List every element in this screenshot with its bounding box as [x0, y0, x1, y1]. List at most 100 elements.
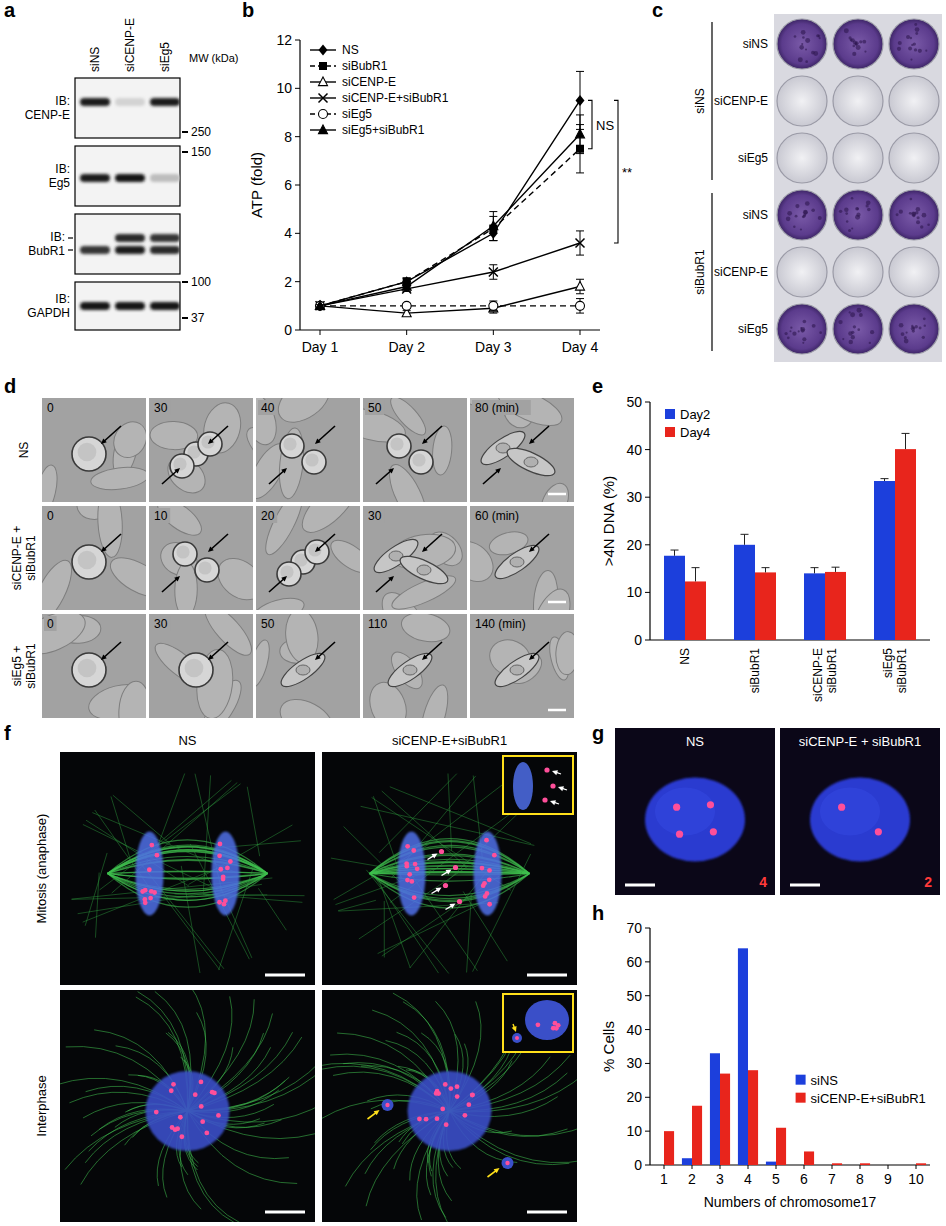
fish-dot [385, 1103, 389, 1107]
time-label: 10 [154, 509, 168, 523]
plot-area [363, 506, 467, 610]
cell-inner [412, 453, 425, 466]
nucleus [510, 557, 524, 567]
error-bar [832, 567, 840, 572]
colony [916, 207, 921, 212]
colony [923, 317, 926, 320]
legend-label: Day4 [680, 425, 710, 440]
fish-dot [228, 859, 233, 864]
bar [825, 572, 846, 640]
time-label: 110 [368, 617, 387, 631]
x-tick [320, 330, 321, 335]
label-line: siEg5 + [10, 646, 24, 686]
label-ground [44, 616, 57, 631]
arrow-head [529, 438, 535, 444]
colony [856, 213, 860, 217]
time-label: 30 [368, 509, 382, 523]
well [833, 19, 883, 69]
spindle [370, 874, 530, 882]
colony [897, 47, 901, 51]
cell-inner [176, 545, 189, 558]
fish-dot [143, 900, 148, 905]
bar [832, 1163, 842, 1165]
colony [864, 50, 866, 52]
colony [914, 23, 917, 26]
colony [805, 48, 807, 50]
bar [720, 1074, 730, 1165]
well [777, 304, 827, 354]
colony [922, 336, 925, 339]
time-label: 60 (min) [475, 509, 519, 523]
fish-dot [407, 872, 412, 877]
colony [920, 225, 923, 228]
x-tick-label: Day 4 [562, 339, 599, 355]
band [150, 98, 180, 106]
error-bar [881, 479, 889, 481]
colony [906, 332, 908, 334]
group-bracket [711, 22, 712, 180]
legend-label: siCENP-E+siBubR1 [811, 1091, 926, 1106]
x-tick [804, 1165, 805, 1169]
mw-tick [182, 131, 188, 133]
y-tick [645, 544, 650, 545]
point [402, 282, 411, 291]
arrow [269, 470, 285, 484]
mw-title: MW (kDa) [189, 52, 239, 64]
colony [805, 38, 810, 43]
fish-dot [875, 828, 882, 835]
fish-dot [673, 804, 680, 811]
colony [838, 320, 842, 324]
band [115, 98, 145, 106]
inset [503, 994, 573, 1052]
colony [848, 331, 852, 335]
plot-area [149, 506, 253, 610]
colony [794, 35, 797, 38]
y-tick [295, 185, 300, 186]
y-tick-label: 10 [276, 80, 292, 96]
label-line: siCENP-E+siBubR1 [392, 733, 507, 748]
fish-dot [175, 1126, 180, 1131]
x-tick [580, 330, 581, 335]
band [80, 246, 110, 254]
label-line: BubR1 [28, 244, 65, 258]
label-line: siCENP-E [811, 648, 825, 702]
y-tick-label: 6 [284, 177, 292, 193]
fish-dot [178, 1115, 183, 1120]
fish-dot [143, 888, 148, 893]
y-tick-label: 0 [634, 632, 642, 648]
fish-dot [435, 1116, 440, 1121]
fish-dot [838, 804, 845, 811]
colony [803, 320, 807, 324]
band-marker [68, 237, 73, 238]
y-tick [295, 330, 300, 331]
plot-area [80, 234, 180, 254]
fish-dot [443, 1082, 448, 1087]
colony [811, 51, 815, 55]
colony [906, 35, 910, 39]
fish-dot [217, 900, 222, 905]
label-line: siEg5 [881, 648, 895, 678]
fish-dot [405, 878, 410, 883]
panel-letter: a [4, 0, 16, 21]
fish-dot [171, 1082, 176, 1087]
error-bar [671, 550, 679, 556]
panel-letter: e [592, 375, 603, 397]
y-tick-label: 50 [626, 988, 642, 1004]
bar [860, 1163, 870, 1165]
x-tick [832, 1165, 833, 1169]
series-line [320, 287, 580, 314]
bar [755, 572, 776, 640]
bar [766, 1162, 776, 1165]
time-label: 30 [154, 617, 168, 631]
panel-letter: h [592, 902, 604, 924]
arrow-head [388, 468, 394, 474]
column-head: NS [178, 733, 196, 748]
point [316, 300, 325, 311]
x-tick [860, 1165, 861, 1169]
plot-area [60, 752, 315, 985]
spindle [108, 874, 268, 894]
time-label: 0 [47, 401, 54, 415]
time-label: 80 (min) [475, 401, 519, 415]
colony [901, 332, 905, 336]
error-bar [576, 231, 584, 255]
